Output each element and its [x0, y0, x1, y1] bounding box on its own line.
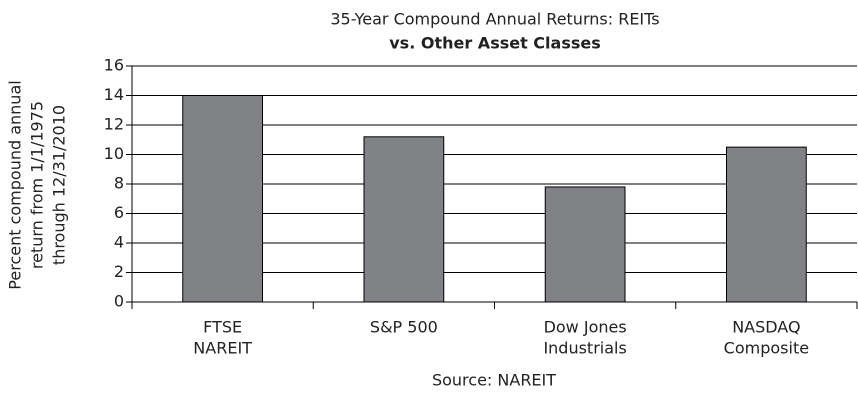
- bar: [363, 136, 445, 303]
- x-tick-label: FTSE: [203, 318, 242, 337]
- y-axis-label: Percent compound annual: [6, 80, 25, 289]
- y-axis-label: through 12/31/2010: [50, 105, 69, 265]
- y-tick-label: 0: [114, 292, 124, 311]
- x-tick-label: S&P 500: [370, 318, 438, 337]
- y-tick-label: 14: [104, 85, 124, 104]
- y-axis-label: return from 1/1/1975: [28, 101, 47, 269]
- source-note: Source: NAREIT: [432, 371, 556, 390]
- y-tick-label: 16: [104, 56, 124, 75]
- y-tick-label: 12: [104, 115, 124, 134]
- x-tick-label: NAREIT: [193, 339, 252, 358]
- y-tick-label: 8: [114, 174, 124, 193]
- x-tick-label: NASDAQ: [732, 318, 800, 337]
- chart-title: 35-Year Compound Annual Returns: REITs: [330, 10, 659, 29]
- y-tick-label: 6: [114, 203, 124, 222]
- bar: [544, 186, 626, 303]
- bar: [726, 146, 807, 303]
- x-tick-label: Dow Jones: [544, 318, 627, 337]
- y-tick-label: 4: [114, 233, 124, 252]
- y-tick-label: 10: [104, 144, 124, 163]
- chart-subtitle: vs. Other Asset Classes: [389, 34, 601, 53]
- x-tick-label: Industrials: [543, 339, 626, 358]
- bar: [182, 95, 263, 303]
- y-tick-label: 2: [114, 262, 124, 281]
- x-tick-label: Composite: [724, 339, 809, 358]
